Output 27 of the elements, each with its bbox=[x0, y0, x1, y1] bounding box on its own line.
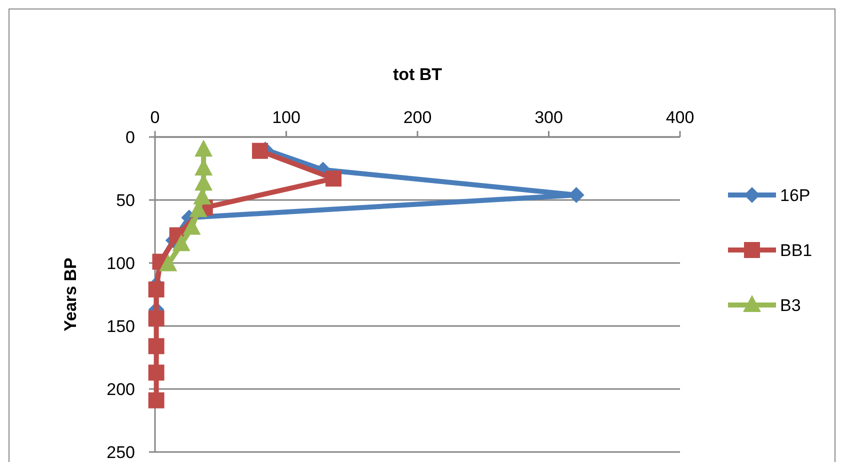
point bbox=[194, 140, 213, 157]
x-axis-title: tot BT bbox=[392, 65, 443, 84]
x-tick-label: 300 bbox=[534, 108, 563, 127]
y-tick-label: 150 bbox=[106, 317, 135, 336]
y-axis-title: Years BP bbox=[61, 258, 80, 332]
y-tick-label: 200 bbox=[106, 380, 135, 399]
point bbox=[148, 392, 164, 408]
y-tick-label: 0 bbox=[126, 128, 135, 147]
x-tick-label: 0 bbox=[150, 108, 160, 127]
point bbox=[148, 281, 164, 298]
x-tick-label: 100 bbox=[272, 108, 300, 127]
x-tick-label: 400 bbox=[666, 108, 694, 127]
legend-label: BB1 bbox=[780, 241, 812, 260]
y-tick-label: 250 bbox=[106, 443, 135, 462]
x-tick-label: 200 bbox=[403, 108, 432, 127]
point bbox=[172, 234, 190, 252]
point bbox=[159, 254, 178, 272]
point bbox=[182, 218, 201, 235]
point bbox=[148, 364, 164, 381]
point bbox=[148, 310, 164, 326]
point bbox=[326, 170, 342, 187]
y-tick-label: 100 bbox=[106, 254, 135, 273]
y-tick-label: 50 bbox=[116, 191, 135, 210]
legend-label: B3 bbox=[780, 296, 801, 315]
point bbox=[148, 338, 164, 354]
point bbox=[252, 142, 268, 159]
legend-label: 16P bbox=[780, 186, 810, 205]
